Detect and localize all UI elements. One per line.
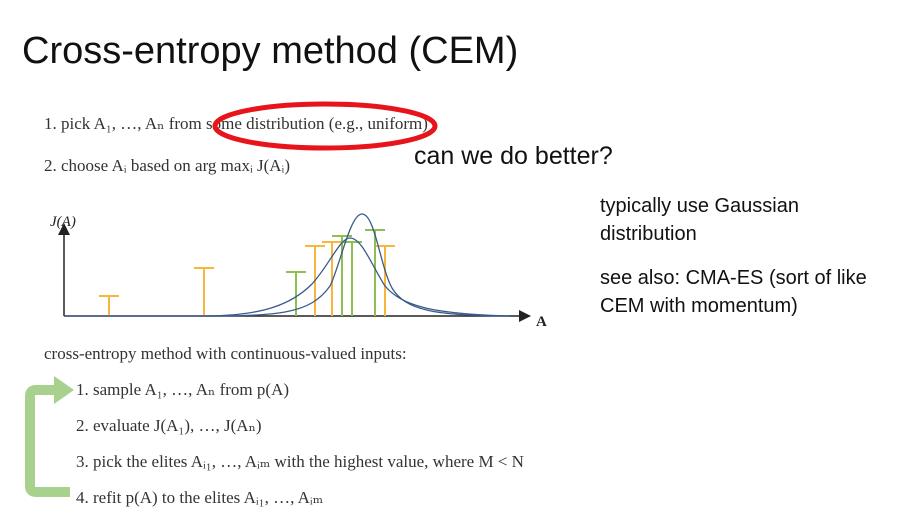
side-note-cmaes: see also: CMA-ES (sort of like CEM with … [600,267,867,317]
method-subheading: cross-entropy method with continuous-val… [44,344,407,363]
side-note-gaussian: typically use Gaussian distribution [600,195,799,245]
sample-bars [99,241,395,316]
slide-title: Cross-entropy method (CEM) [22,30,519,72]
highlight-ellipse [212,101,438,151]
callout-text: can we do better? [414,142,613,170]
elite-bars [286,229,385,316]
x-axis-label: A [536,314,547,330]
narrow-gaussian-curve [199,213,511,317]
bottom-step-3: 3. pick the elites Aᵢ₁, …, Aᵢₘ with the … [76,452,524,471]
bottom-step-1: 1. sample A₁, …, Aₙ from p(A) [76,380,290,399]
y-axis-label: J(A) [50,214,76,230]
loop-arrow [25,376,74,497]
bottom-step-2: 2. evaluate J(A₁), …, J(Aₙ) [76,416,262,435]
top-step-1: 1. pick A₁, …, Aₙ from some distribution… [44,114,428,133]
wide-gaussian-curve [64,237,511,317]
cem-chart: J(A) A [50,213,547,330]
bottom-step-4: 4. refit p(A) to the elites Aᵢ₁, …, Aᵢₘ [76,488,324,507]
top-step-2: 2. choose Aᵢ based on arg maxᵢ J(Aᵢ) [44,156,290,175]
